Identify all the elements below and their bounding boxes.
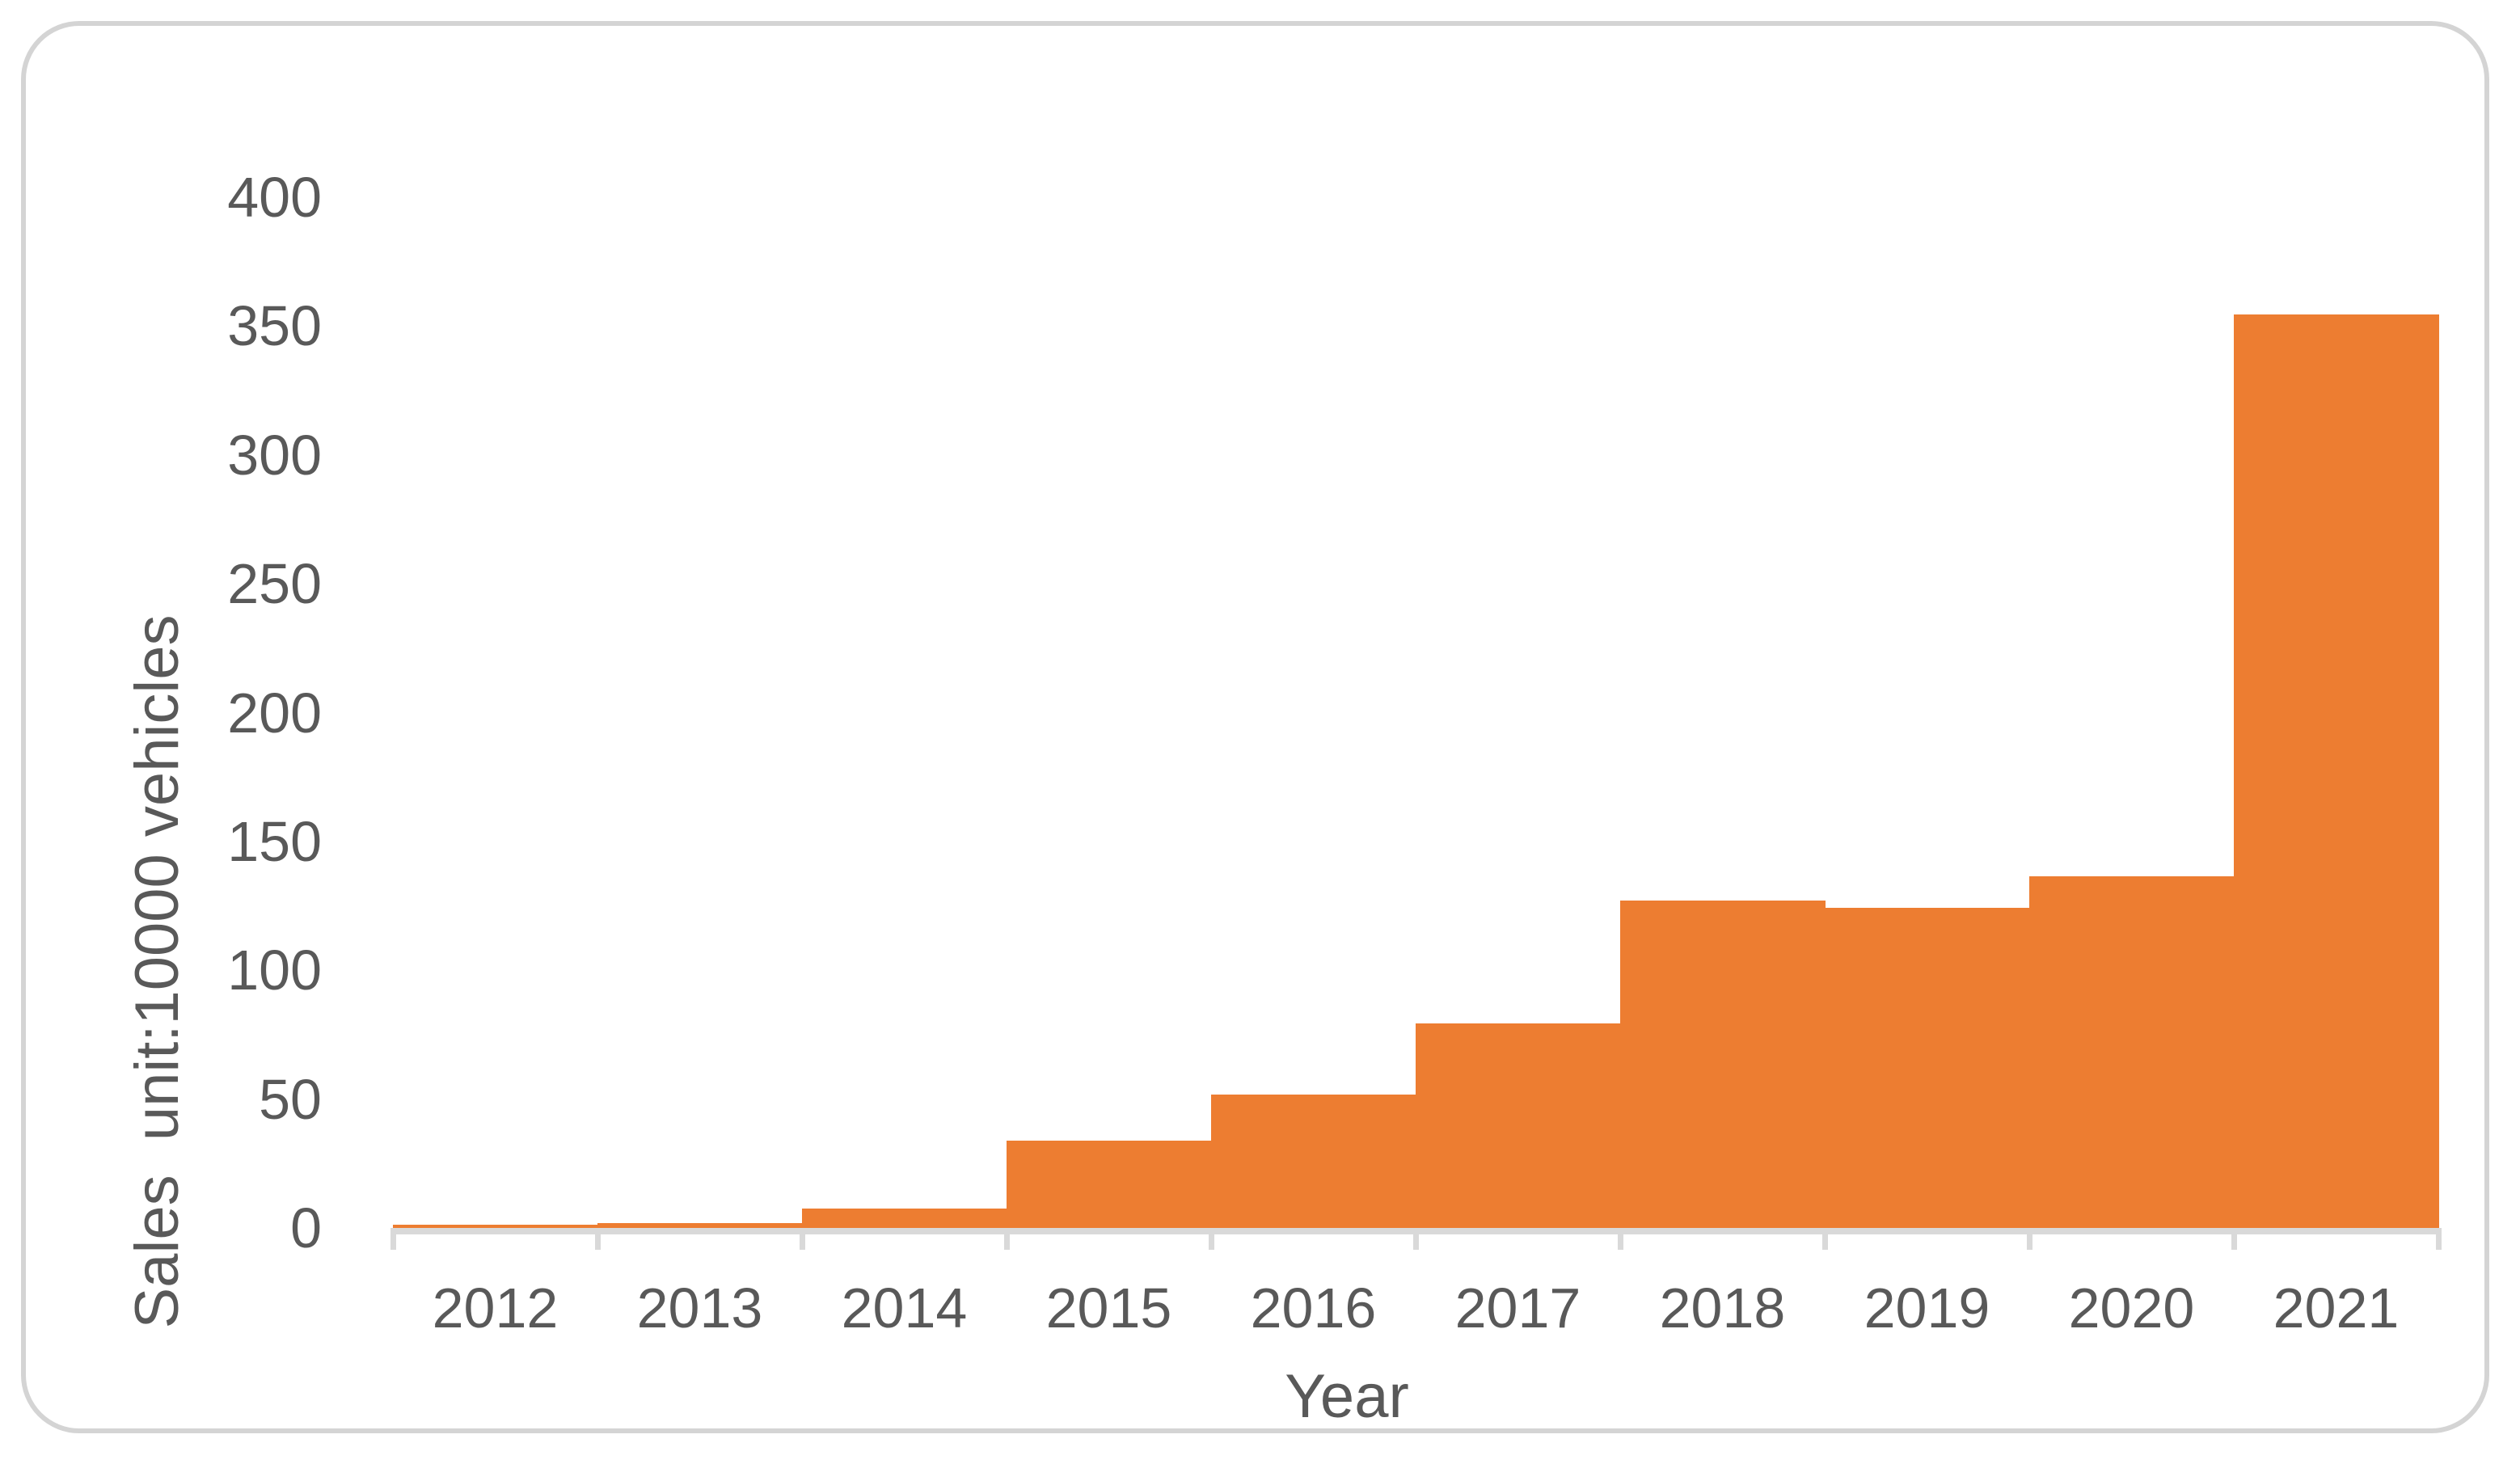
y-tick-label-300: 300 [227,423,322,487]
y-tick-label-350: 350 [227,294,322,358]
y-tick-label-250: 250 [227,552,322,616]
chart-card: Sales unit:10000 vehicles 0 50 100 150 200 25… [21,21,2489,1433]
bar-2015 [1007,1141,1212,1228]
x-tick-mark [1209,1228,1214,1250]
x-tick-mark [1822,1228,1828,1250]
x-tick-mark [800,1228,805,1250]
x-tick-mark [1413,1228,1419,1250]
x-tick-label-2012: 2012 [432,1276,559,1340]
bar-2017 [1416,1023,1621,1228]
x-tick-mark [1618,1228,1623,1250]
bar-2014 [802,1209,1007,1228]
x-tick-mark [2436,1228,2442,1250]
x-tick-label-2013: 2013 [636,1276,763,1340]
bar-2020 [2029,876,2235,1228]
x-tick-mark [595,1228,601,1250]
x-tick-label-2019: 2019 [1864,1276,1990,1340]
bar-2012 [393,1225,598,1228]
x-tick-mark [1004,1228,1010,1250]
y-tick-label-0: 0 [290,1196,322,1259]
y-tick-label-150: 150 [227,809,322,873]
bar-2021 [2234,314,2439,1228]
x-tick-mark [2231,1228,2237,1250]
y-tick-label-50: 50 [259,1067,322,1131]
x-tick-label-2020: 2020 [2068,1276,2195,1340]
bar-2016 [1211,1095,1416,1228]
y-tick-label-200: 200 [227,681,322,745]
x-tick-label-2018: 2018 [1659,1276,1786,1340]
x-tick-label-2015: 2015 [1045,1276,1172,1340]
bar-2013 [597,1223,803,1228]
x-tick-label-2017: 2017 [1454,1276,1581,1340]
x-tick-label-2021: 2021 [2273,1276,2400,1340]
y-tick-label-400: 400 [227,166,322,229]
x-tick-mark [390,1228,396,1250]
x-tick-label-2016: 2016 [1250,1276,1377,1340]
y-tick-label-100: 100 [227,939,322,1002]
bar-2018 [1620,901,1826,1228]
x-axis-title: Year [1285,1362,1409,1431]
bar-2019 [1825,908,2030,1228]
x-tick-mark [2027,1228,2032,1250]
x-tick-label-2014: 2014 [841,1276,968,1340]
